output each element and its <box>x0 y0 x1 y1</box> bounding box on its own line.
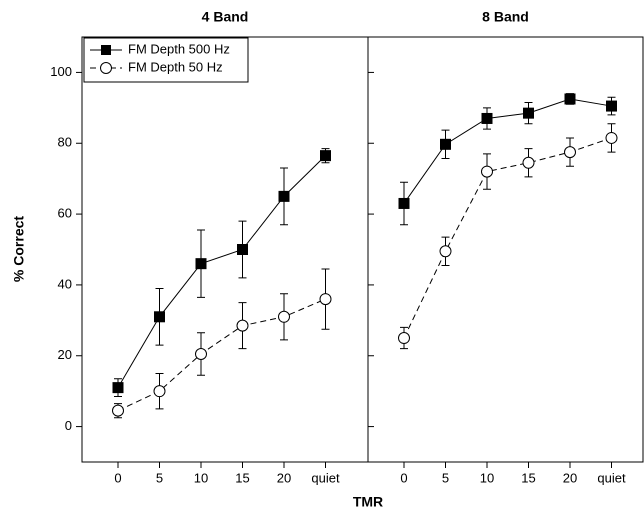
series-line <box>117 155 326 388</box>
marker <box>564 93 576 105</box>
series-line <box>403 98 612 204</box>
x-tick-label: 15 <box>235 470 249 485</box>
y-tick-label: 40 <box>58 276 72 291</box>
marker <box>522 156 535 169</box>
legend-label: FM Depth 50 Hz <box>128 59 223 74</box>
marker <box>320 150 331 162</box>
x-tick-label: 5 <box>156 470 163 485</box>
marker <box>278 190 290 202</box>
x-tick-label: 10 <box>194 470 208 485</box>
marker <box>319 293 332 306</box>
plot-frame <box>367 36 644 463</box>
x-tick-label: quiet <box>311 470 340 485</box>
y-tick-label: 100 <box>50 64 72 79</box>
x-tick-label: quiet <box>597 470 626 485</box>
marker <box>154 311 165 323</box>
y-axis-label: % Correct <box>11 216 27 282</box>
x-tick-label: 10 <box>480 470 494 485</box>
y-tick-label: 80 <box>58 135 72 150</box>
marker <box>398 197 410 209</box>
legend-marker <box>101 45 111 55</box>
x-tick-label: 20 <box>277 470 291 485</box>
marker <box>440 138 451 150</box>
series-line <box>117 298 326 412</box>
marker <box>398 332 410 345</box>
x-tick-label: 20 <box>563 470 577 485</box>
marker <box>237 244 248 255</box>
x-axis-label: TMR <box>353 494 383 510</box>
marker <box>481 165 493 178</box>
legend-box <box>83 37 249 83</box>
marker <box>606 100 617 112</box>
marker <box>564 146 576 159</box>
x-tick-label: 5 <box>442 470 449 485</box>
plot-frame <box>81 36 369 463</box>
y-tick-label: 0 <box>65 418 72 433</box>
marker <box>112 404 124 417</box>
marker <box>112 382 124 394</box>
x-tick-label: 15 <box>521 470 535 485</box>
y-tick-label: 60 <box>58 206 72 221</box>
x-tick-label: 0 <box>114 470 121 485</box>
series-line <box>403 137 612 339</box>
marker <box>278 310 290 323</box>
x-tick-label: 0 <box>400 470 407 485</box>
marker <box>195 258 207 270</box>
marker <box>195 347 207 360</box>
marker <box>605 131 618 144</box>
legend-marker <box>100 62 112 74</box>
marker <box>439 245 452 258</box>
marker <box>481 112 493 124</box>
y-tick-label: 20 <box>58 347 72 362</box>
marker <box>523 107 534 119</box>
panel-title: 4 Band <box>202 9 249 25</box>
marker <box>236 319 249 332</box>
legend-label: FM Depth 500 Hz <box>128 41 230 56</box>
marker <box>153 385 166 398</box>
panel-title: 8 Band <box>482 9 529 25</box>
